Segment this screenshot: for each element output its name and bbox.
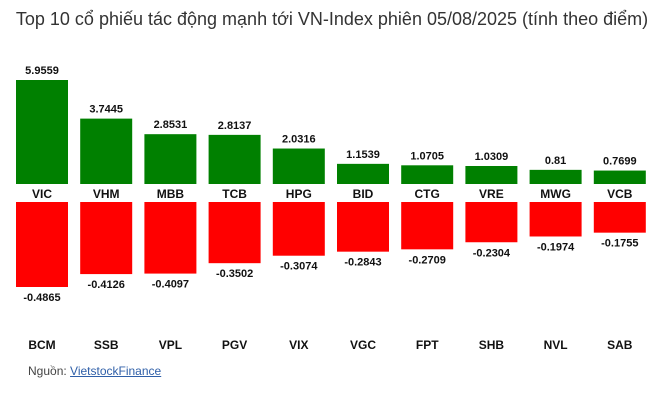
value-label-positive: 2.8531 (154, 119, 188, 131)
bar-negative-vpl (144, 202, 197, 274)
bar-positive-bid (337, 163, 389, 184)
category-label-positive: VIC (32, 187, 52, 201)
category-label-negative: NVL (544, 338, 568, 352)
category-label-positive: TCB (222, 187, 247, 201)
bar-positive-mwg (529, 169, 582, 184)
value-label-positive: 0.81 (545, 155, 566, 167)
value-label-positive: 0.7699 (603, 156, 637, 168)
bar-positive-hpg (272, 148, 325, 184)
bar-positive-mbb (144, 134, 197, 184)
bar-negative-pgv (208, 202, 261, 264)
bar-positive-vhm (80, 118, 133, 184)
category-label-negative: FPT (416, 338, 439, 352)
bar-negative-ssb (80, 202, 133, 275)
value-label-negative: -0.2843 (344, 257, 381, 269)
category-label-negative: SHB (479, 338, 505, 352)
value-label-positive: 2.8137 (218, 120, 252, 132)
bar-negative-vix (272, 202, 325, 256)
value-label-positive: 3.7445 (89, 104, 123, 116)
category-label-positive: VCB (607, 187, 633, 201)
category-label-positive: VRE (479, 187, 504, 201)
value-label-positive: 1.0309 (475, 151, 509, 163)
category-label-positive: BID (353, 187, 374, 201)
category-label-negative: SSB (94, 338, 119, 352)
value-label-positive: 1.1539 (346, 149, 380, 161)
value-label-negative: -0.2304 (473, 247, 511, 259)
category-label-negative: VPL (159, 338, 182, 352)
category-label-negative: BCM (28, 338, 55, 352)
bar-positive-vic (16, 80, 68, 184)
category-label-positive: MBB (157, 187, 185, 201)
chart-title: Top 10 cổ phiếu tác động mạnh tới VN-Ind… (15, 9, 649, 29)
value-label-negative: -0.4865 (23, 292, 60, 304)
category-label-negative: PGV (222, 338, 247, 352)
positive-bars-group: 5.9559 VIC 3.7445 VHM 2.8531 MBB 2.8137 TCB 2.03… (16, 65, 646, 201)
category-label-positive: VHM (93, 187, 120, 201)
value-label-negative: -0.3502 (216, 268, 253, 280)
bar-negative-fpt (401, 202, 454, 250)
category-label-negative: VIX (289, 338, 308, 352)
category-label-positive: MWG (540, 187, 571, 201)
negative-bars-group: -0.4865 BCM -0.4126 SSB -0.4097 VPL -0.3502 PGV… (16, 202, 646, 352)
bar-negative-nvl (529, 202, 582, 237)
category-label-negative: VGC (350, 338, 376, 352)
bar-negative-shb (465, 202, 518, 243)
bar-positive-ctg (401, 165, 454, 184)
bar-negative-bcm (16, 202, 68, 287)
bar-positive-vre (465, 165, 518, 184)
value-label-negative: -0.3074 (280, 261, 318, 273)
category-label-negative: SAB (607, 338, 633, 352)
category-label-positive: HPG (286, 187, 312, 201)
value-label-negative: -0.4126 (88, 279, 125, 291)
bar-positive-tcb (208, 134, 261, 184)
value-label-negative: -0.1755 (601, 238, 638, 250)
bar-negative-sab (593, 202, 646, 233)
bar-positive-vcb (593, 170, 646, 184)
value-label-negative: -0.4097 (152, 279, 189, 291)
value-label-negative: -0.2709 (409, 254, 446, 266)
value-label-negative: -0.1974 (537, 241, 575, 253)
source-link[interactable]: VietstockFinance (70, 364, 162, 378)
source-note: Nguồn: VietstockFinance (28, 364, 161, 378)
value-label-positive: 2.0316 (282, 134, 316, 146)
value-label-positive: 1.0705 (410, 150, 444, 162)
bar-negative-vgc (337, 202, 389, 252)
category-label-positive: CTG (415, 187, 440, 201)
value-label-positive: 5.9559 (25, 65, 59, 77)
source-label: Nguồn: (28, 364, 67, 378)
